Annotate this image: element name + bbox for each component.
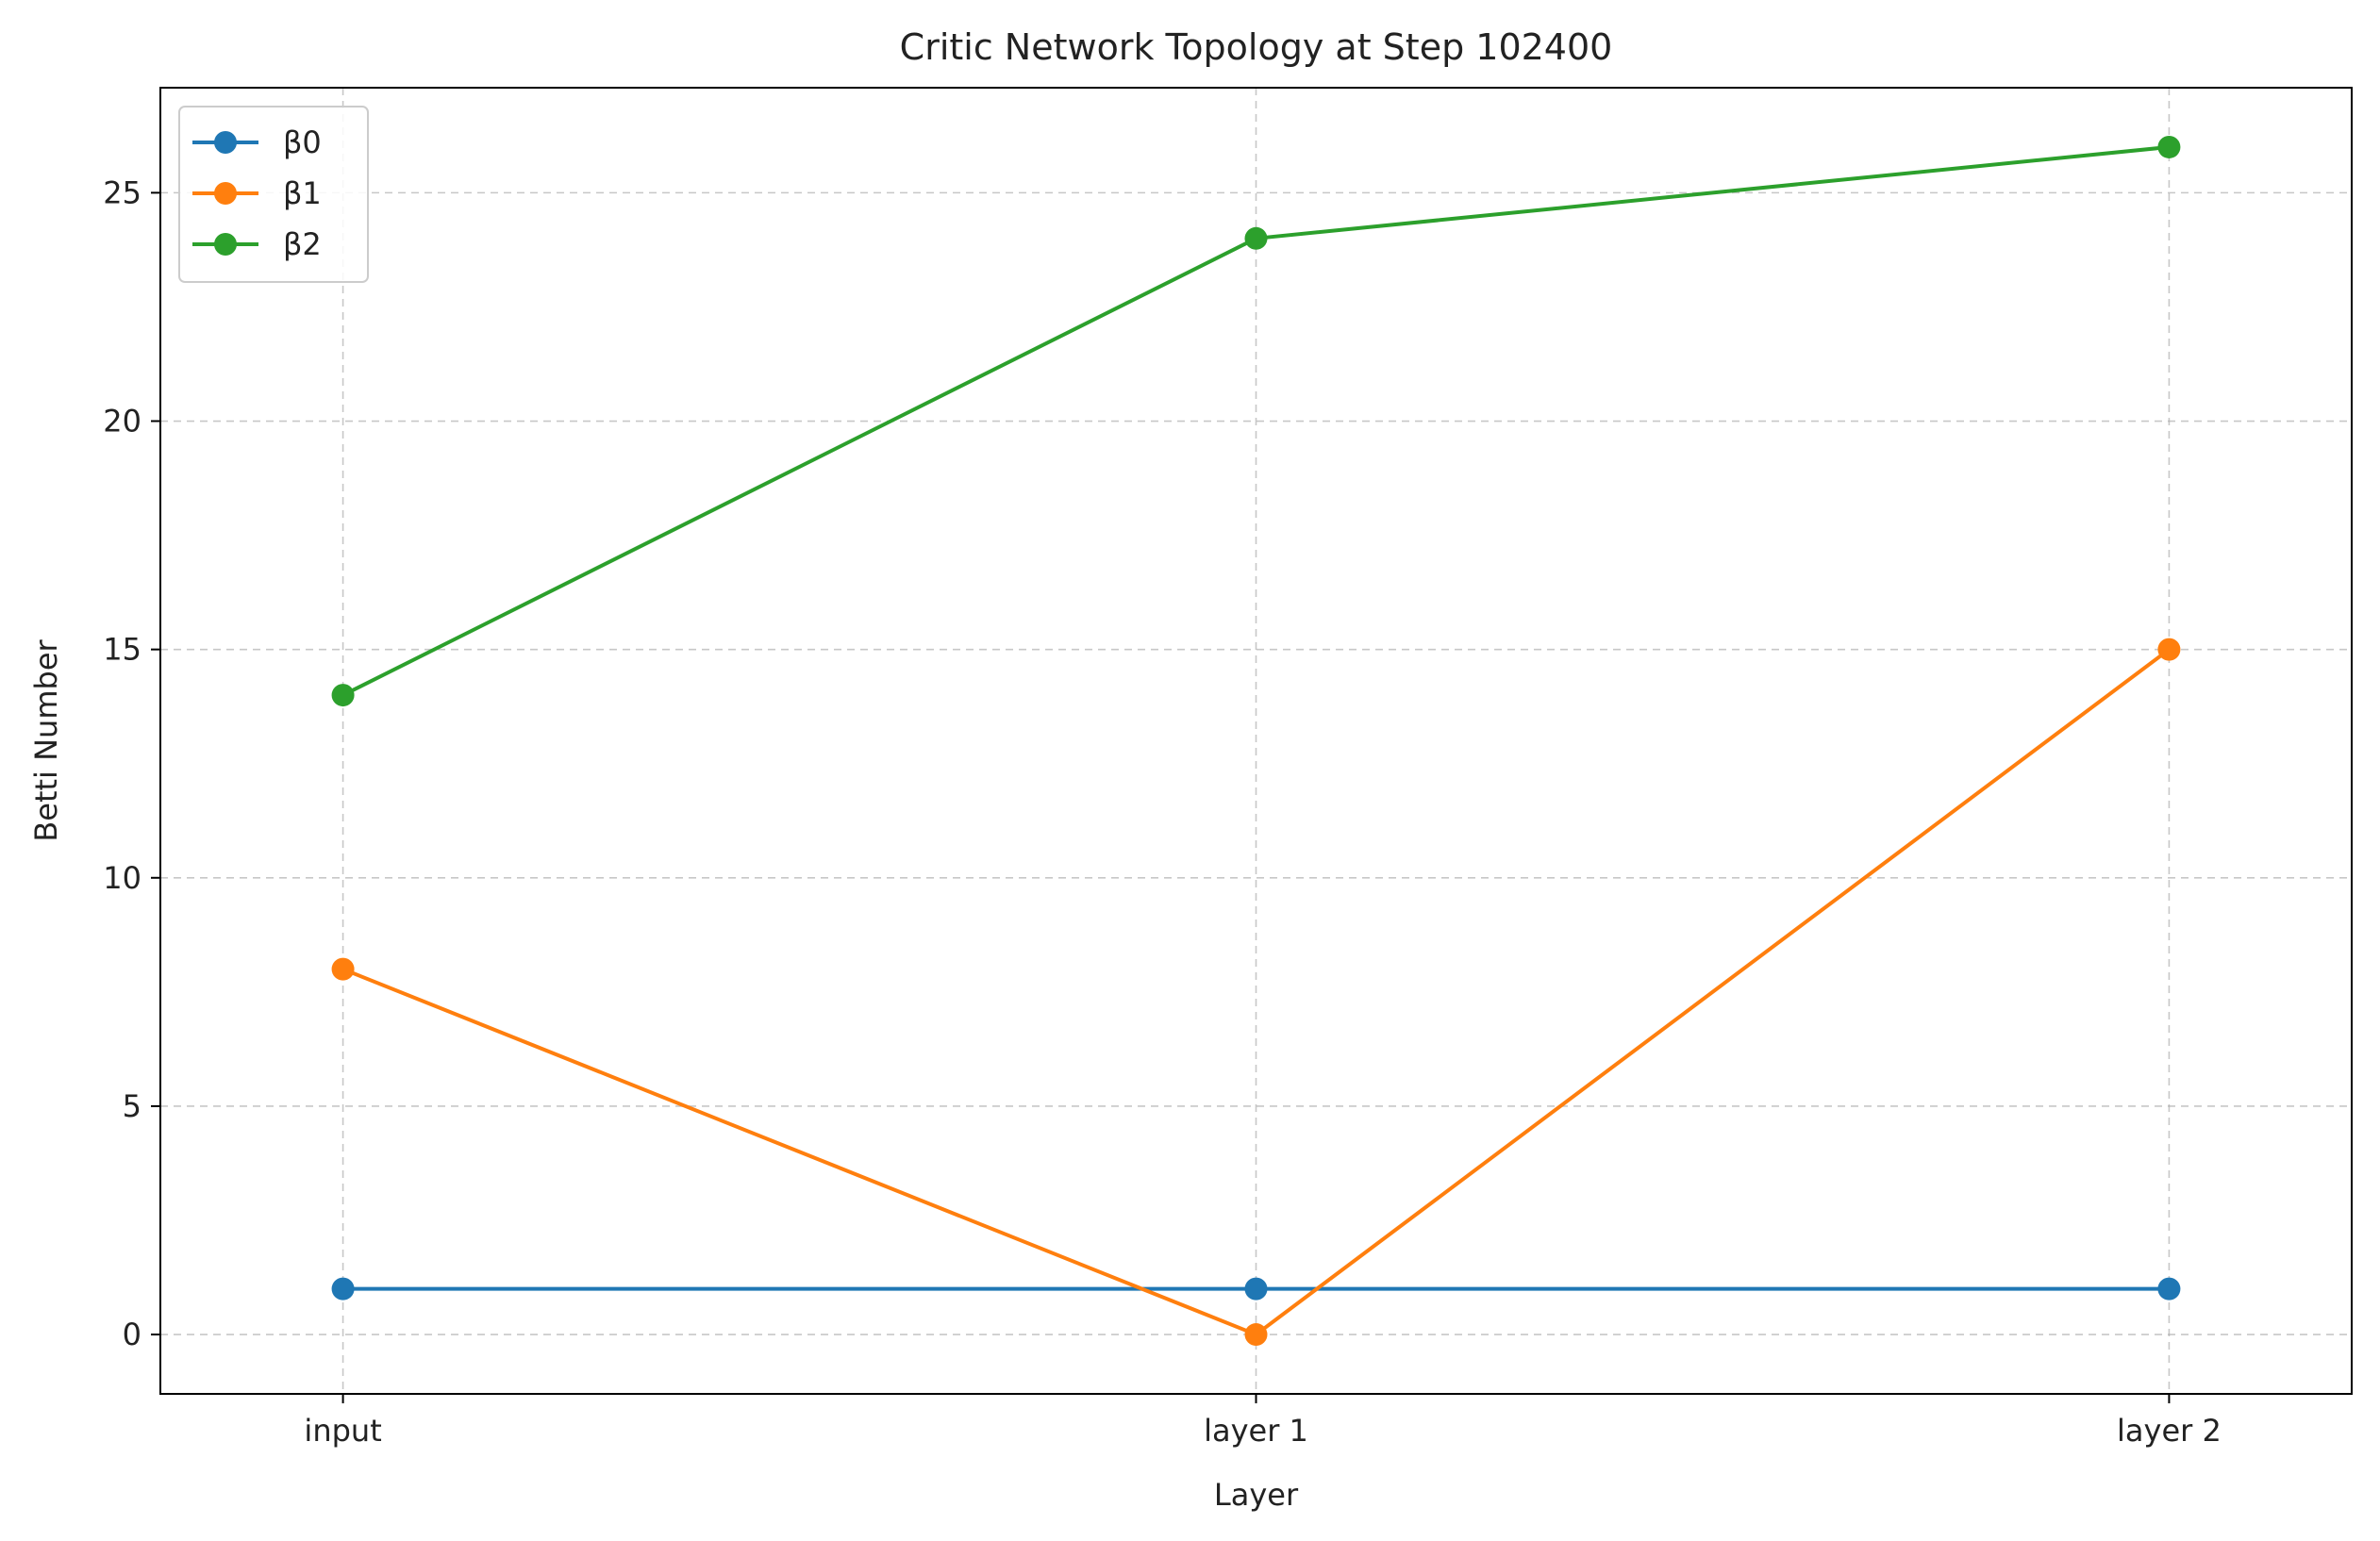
data-point <box>1244 1277 1268 1301</box>
y-tick-label: 5 <box>123 1088 141 1124</box>
data-point <box>1244 226 1268 250</box>
legend-swatch-marker <box>214 131 237 154</box>
y-axis-title: Betti Number <box>28 638 64 841</box>
legend-label: β0 <box>283 124 322 160</box>
legend-label: β2 <box>283 226 322 262</box>
data-point <box>1244 1323 1268 1347</box>
data-point <box>331 1277 355 1301</box>
y-tick-label: 0 <box>123 1317 141 1352</box>
grid-lines <box>160 88 2352 1394</box>
legend: β0 β1 β2 <box>178 106 369 283</box>
x-tick-label: input <box>304 1413 381 1449</box>
y-tick-label: 25 <box>103 174 141 210</box>
y-axis-ticks: 0 5 10 15 20 25 <box>103 174 160 1352</box>
x-axis-title: Layer <box>1214 1477 1299 1513</box>
x-tick-label: layer 1 <box>1204 1413 1308 1449</box>
data-point <box>2157 1277 2181 1301</box>
chart-title: Critic Network Topology at Step 102400 <box>900 26 1613 68</box>
data-point <box>331 684 355 707</box>
x-axis-ticks: input layer 1 layer 2 <box>304 1394 2222 1449</box>
series-lines <box>331 135 2181 1347</box>
y-tick-label: 10 <box>103 860 141 896</box>
x-tick-label: layer 2 <box>2117 1413 2222 1449</box>
y-tick-label: 20 <box>103 404 141 439</box>
data-point <box>331 957 355 981</box>
legend-swatch-marker <box>214 233 237 256</box>
data-point <box>2157 135 2181 158</box>
data-point <box>2157 638 2181 661</box>
legend-label: β1 <box>283 175 322 211</box>
y-tick-label: 15 <box>103 632 141 668</box>
legend-swatch-marker <box>214 182 237 205</box>
